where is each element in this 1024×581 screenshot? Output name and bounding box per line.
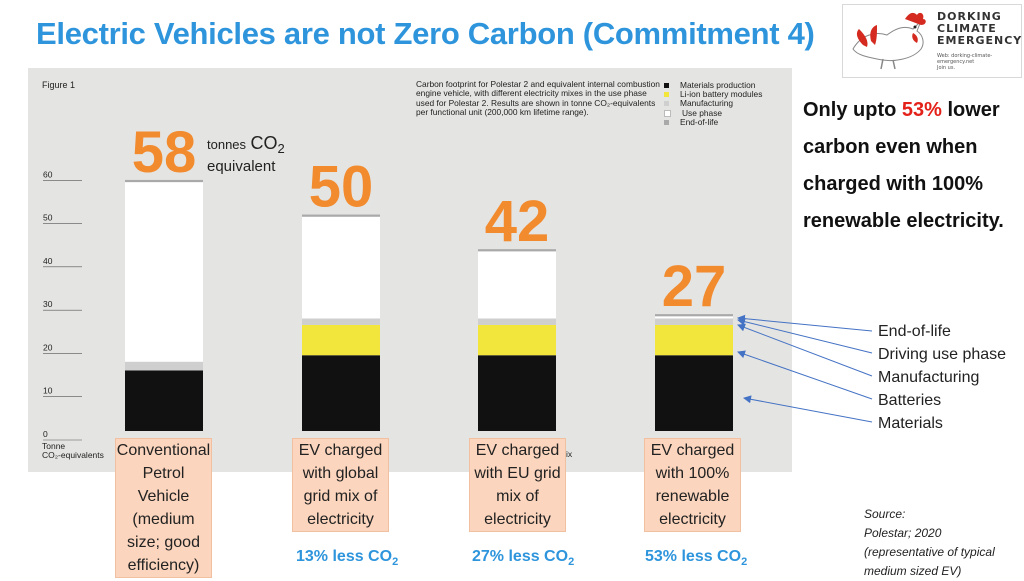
bar-segment (125, 179, 203, 183)
bar-segment (655, 324, 733, 356)
bar-segment (655, 316, 733, 319)
slide-title: Electric Vehicles are not Zero Carbon (C… (36, 16, 815, 51)
legend-label: End-of-life (680, 116, 719, 127)
bar-segment (655, 318, 733, 325)
reduction-text: 13% less CO (296, 548, 393, 565)
legend-entry: Li-ion battery modules (664, 89, 763, 100)
component-batteries: Batteries (878, 392, 942, 409)
bar-segment (655, 355, 733, 431)
figure-caption: Carbon footprint for Polestar 2 and equi… (416, 79, 660, 117)
source-line1: Source: (864, 507, 906, 521)
bar-segment (302, 216, 380, 319)
figure-label: Figure 1 (42, 80, 76, 90)
logo-line1: DORKING (937, 10, 1002, 23)
bar-segment (125, 370, 203, 431)
unit-label: tonnes CO2 equivalent (207, 133, 285, 175)
legend-swatch (664, 101, 669, 107)
bar-segment (478, 324, 556, 356)
y-tick-label: 10 (43, 386, 53, 396)
component-end-of-life: End-of-life (878, 323, 951, 340)
reduction-text: 53% less CO (645, 548, 742, 565)
bar-segment (302, 355, 380, 431)
legend-swatch (664, 119, 669, 125)
reduction-text: 27% less CO (472, 548, 569, 565)
bar-total-label: 42 (485, 189, 550, 254)
bar-segment (478, 318, 556, 325)
logo-web: Web: dorking-climate-emergency.net (937, 53, 993, 65)
vehicle-box-renewable: EV charged with 100% renewable electrici… (644, 438, 741, 532)
reduction-renewable: 53% less CO2 (645, 548, 747, 568)
vehicle-box-global-grid: EV charged with global grid mix of elect… (292, 438, 389, 532)
component-materials: Materials (878, 415, 943, 432)
reduction-sub: 2 (568, 556, 575, 568)
y-tick-label: 60 (43, 169, 53, 179)
source-line4: medium sized EV) (864, 564, 962, 578)
y-tick-label: 20 (43, 342, 53, 352)
source-line2: Polestar; 2020 (864, 526, 942, 540)
legend-entry: Use phase (664, 107, 762, 118)
y-tick-label: 30 (43, 299, 53, 309)
logo-join: Join us. (937, 65, 956, 71)
logo-line2: CLIMATE (937, 22, 997, 35)
reduction-sub: 2 (392, 556, 399, 568)
legend-entry: End-of-life (664, 116, 762, 127)
callout-before: Only upto (803, 99, 902, 121)
legend-label: Manufacturing (680, 98, 734, 109)
bar-total-label: 27 (662, 254, 727, 319)
dorking-climate-emergency-logo: DORKING CLIMATE EMERGENCY Web: dorking-c… (842, 4, 1022, 78)
legend-swatch (664, 83, 669, 89)
unit-tonnes: tonnes (207, 137, 247, 152)
bar-segment (478, 355, 556, 431)
callout-highlight: 53% (901, 99, 942, 121)
component-driving-use-phase: Driving use phase (878, 346, 1007, 363)
figure-trailing-text: ix (566, 449, 573, 459)
bar-segment (478, 251, 556, 319)
legend-swatch (664, 109, 671, 117)
bar-total-label: 58 (132, 120, 197, 185)
y-tick-label: 50 (43, 213, 53, 223)
rooster-icon (852, 12, 926, 70)
legend-label: Use phase (682, 107, 723, 118)
reduction-eu-grid: 27% less CO2 (472, 548, 574, 568)
reduction-global-grid: 13% less CO2 (296, 548, 398, 568)
callout-after: lower carbon even when charged with 100%… (803, 99, 1004, 232)
unit-co: CO (250, 133, 278, 153)
unit-sub: 2 (277, 141, 285, 156)
unit-equivalent: equivalent (207, 158, 276, 175)
source-note: Source: Polestar; 2020 (representative o… (864, 505, 995, 581)
bar-segment (125, 361, 203, 371)
callout-text: Only upto 53% lower carbon even when cha… (803, 92, 1018, 240)
reduction-sub: 2 (741, 556, 748, 568)
source-line3: (representative of typical (864, 545, 995, 559)
y-axis-label-line1: Tonne (42, 441, 66, 451)
legend-label: Materials production (680, 80, 756, 90)
bar-segment (302, 324, 380, 356)
figure-y-axis-label: Tonne CO₂-equivalents (42, 442, 104, 460)
legend-label: Li-ion battery modules (680, 89, 763, 100)
bar-segment (655, 314, 733, 317)
component-manufacturing: Manufacturing (878, 369, 980, 386)
y-axis-label-line2: CO₂-equivalents (42, 450, 104, 460)
logo-line3: EMERGENCY (937, 34, 1023, 47)
y-tick-label: 40 (43, 256, 53, 266)
legend-entry: Materials production (664, 80, 762, 90)
legend-entry: Manufacturing (664, 99, 762, 108)
vehicle-box-eu-grid: EV charged with EU grid mix of electrici… (469, 438, 566, 532)
legend-swatch (664, 92, 669, 98)
component-legend: End-of-life Driving use phase Manufactur… (878, 320, 1006, 435)
bar-segment (302, 318, 380, 325)
bar-segment (125, 182, 203, 362)
bar-segment (478, 249, 556, 252)
vehicle-box-petrol: Conventional Petrol Vehicle (medium size… (115, 438, 212, 578)
figure-legend: Materials production Li-ion battery modul… (664, 80, 763, 127)
bar-segment (302, 214, 380, 217)
y-tick-label: 0 (43, 429, 48, 439)
bar-total-label: 50 (309, 155, 374, 220)
